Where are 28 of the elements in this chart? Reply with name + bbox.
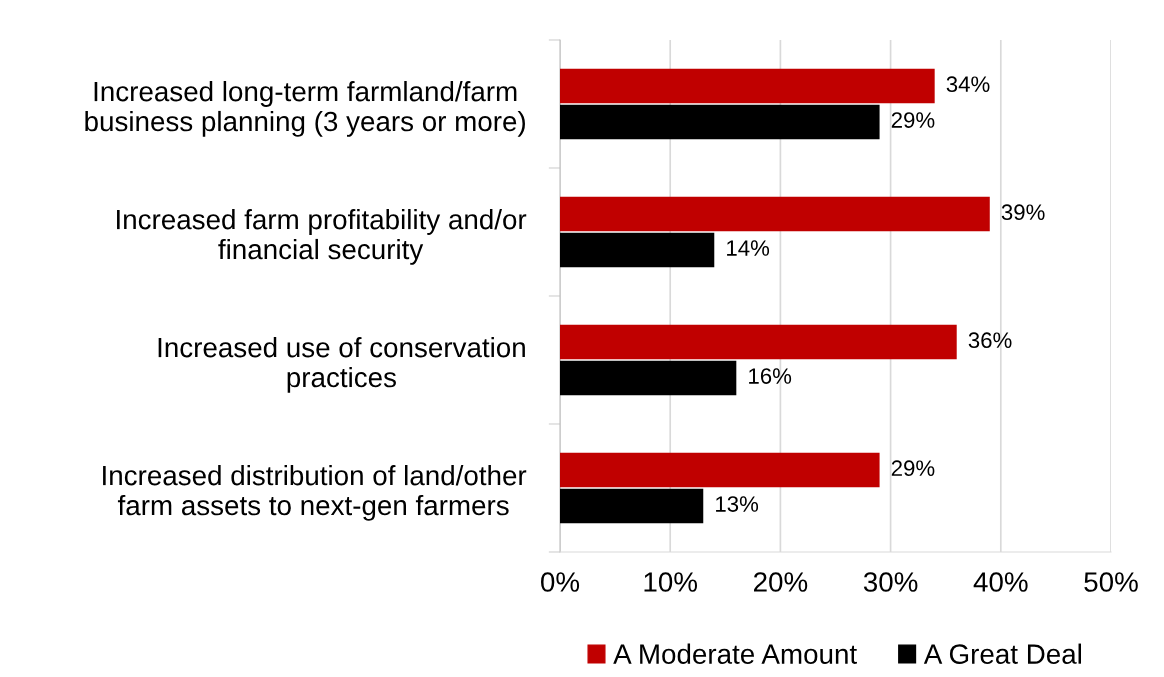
bar [560,488,704,524]
legend-label: A Great Deal [923,643,1081,664]
y-tick-label: Increased long-term farmland/farm business planning (3 years or more) [85,80,525,137]
data-label: 16% [749,368,792,384]
x-tick-label: 20% [754,572,808,592]
bar [560,232,715,268]
x-tick-label: 0% [541,572,580,592]
x-tick-label: 40% [973,572,1028,592]
bar [560,196,990,232]
x-tick-label: 10% [644,572,698,592]
data-label: 14% [727,240,770,256]
bar [560,360,737,396]
data-label: 29% [891,112,935,128]
x-tick-label: 30% [863,572,918,592]
bar [560,452,880,488]
data-label: 13% [716,496,759,512]
bar [560,104,880,140]
data-label: 36% [968,332,1012,349]
data-label: 39% [1001,204,1045,221]
y-tick-label: Increased use of conservation practices [158,336,525,393]
data-label: 34% [946,76,990,93]
bar [560,324,957,360]
y-tick-label: Increased farm profitability and/or financial security [117,208,527,265]
legend-label: A Moderate Amount [613,643,857,664]
y-tick-label: Increased distribution of land/other farm assets to next-gen farmers [103,464,527,521]
bar [560,68,935,104]
x-tick-label: 50% [1084,572,1138,592]
data-label: 29% [891,460,935,477]
